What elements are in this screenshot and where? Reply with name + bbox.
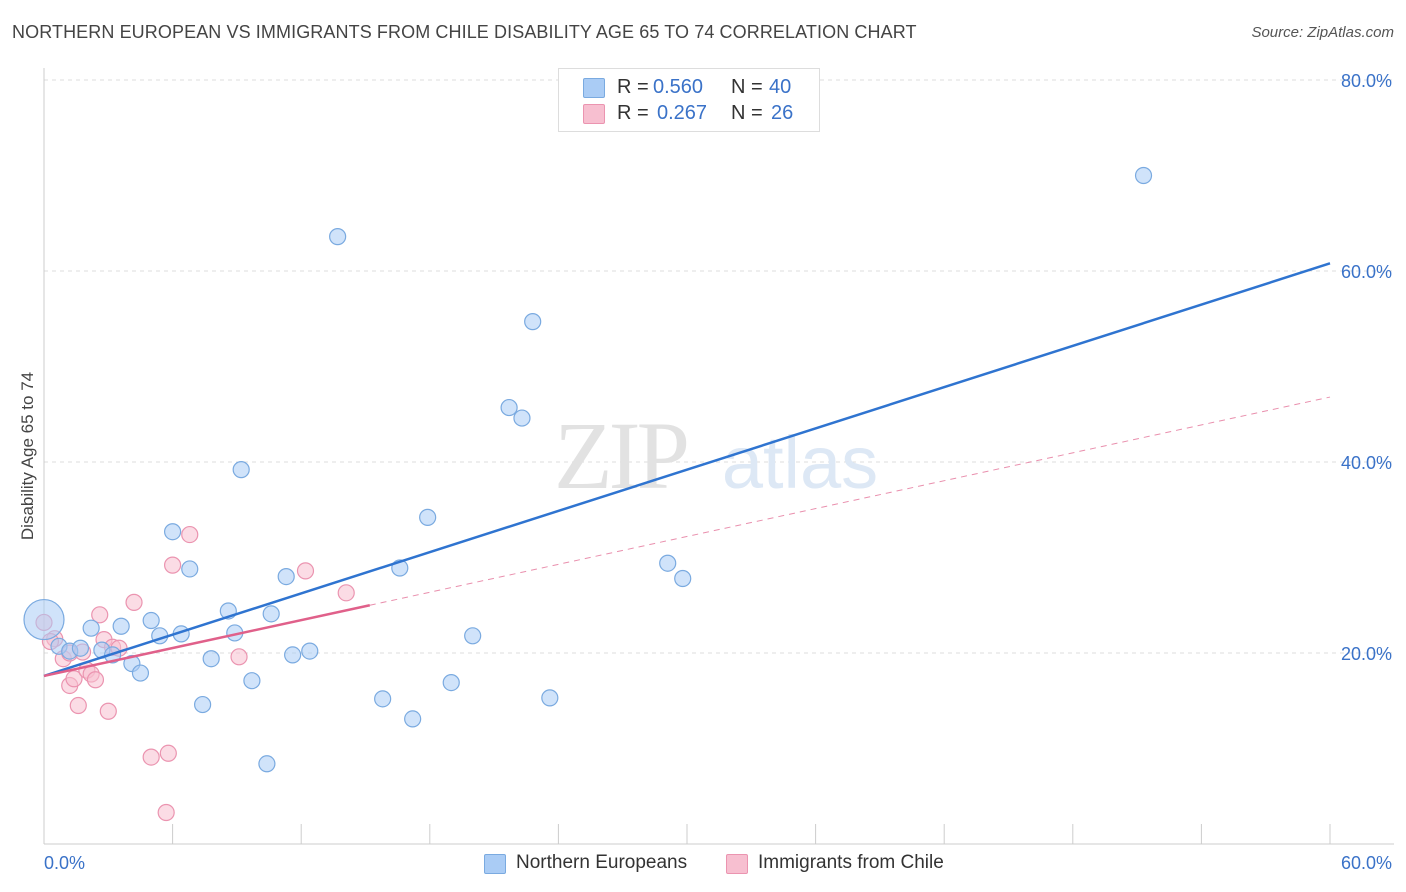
blue-point	[524, 313, 542, 331]
blue-point	[82, 619, 100, 637]
pink-point	[337, 584, 355, 602]
blue-point	[464, 627, 482, 645]
pink-point	[181, 525, 199, 544]
pink-point	[99, 702, 117, 720]
n-label: N =	[731, 76, 763, 98]
blue-trend-line	[43, 262, 1331, 678]
y-tick-label: 80.0%	[1341, 71, 1392, 91]
pink-point	[164, 556, 182, 574]
blue-series-points	[23, 166, 1153, 773]
blue-point	[262, 605, 280, 623]
pink-point	[159, 744, 177, 762]
pink-trend-extension	[369, 396, 1331, 606]
blue-point	[1134, 166, 1153, 185]
blue-point	[659, 554, 677, 572]
x-tick-label: 0.0%	[44, 853, 85, 873]
pink-point	[125, 593, 143, 611]
blue-point	[243, 672, 261, 690]
blue-point	[442, 674, 460, 692]
blue-point-large	[23, 598, 65, 641]
pink-point	[157, 803, 175, 822]
chart-title: NORTHERN EUROPEAN VS IMMIGRANTS FROM CHI…	[12, 22, 917, 42]
pink-point	[65, 670, 83, 688]
blue-point	[258, 755, 276, 773]
blue-point	[513, 409, 531, 427]
blue-swatch	[583, 78, 605, 98]
r-value: 0.267	[657, 102, 708, 124]
y-tick-label: 20.0%	[1341, 644, 1392, 664]
y-tick-label: 40.0%	[1341, 453, 1392, 473]
blue-swatch	[484, 854, 506, 874]
blue-point	[404, 710, 422, 728]
x-tick-label: 60.0%	[1341, 853, 1392, 873]
blue-point	[142, 611, 160, 630]
blue-point	[541, 689, 559, 707]
blue-point	[112, 617, 130, 635]
n-value: 40	[769, 76, 792, 98]
pink-point	[69, 696, 87, 715]
pink-trend-line	[43, 604, 371, 678]
blue-point	[277, 567, 295, 586]
n-value: 26	[771, 102, 794, 124]
blue-point	[329, 228, 347, 246]
blue-point	[374, 690, 392, 708]
pink-point	[91, 606, 109, 624]
y-tick-label: 60.0%	[1341, 262, 1392, 282]
blue-point	[301, 642, 319, 660]
tick-labels: 20.0% 40.0% 60.0% 80.0% 0.0% 60.0%	[44, 71, 1392, 873]
blue-point	[419, 508, 437, 526]
pink-point	[230, 648, 248, 666]
r-value: 0.560	[653, 76, 704, 98]
blue-point	[181, 560, 199, 578]
axes	[43, 68, 1394, 845]
watermark: ZIP atlas	[554, 402, 878, 509]
pink-point	[86, 671, 105, 689]
blue-point	[202, 650, 220, 668]
n-label: N =	[731, 102, 763, 124]
legend-label: Immigrants from Chile	[758, 852, 944, 873]
correlation-legend: R = 0.560 N = 40 R = 0.267 N = 26	[558, 68, 820, 132]
r-label: R =	[617, 102, 649, 124]
blue-point	[232, 461, 250, 479]
blue-point	[164, 523, 182, 541]
grid-lines	[44, 79, 1394, 654]
blue-point	[284, 646, 302, 664]
blue-point	[500, 398, 518, 417]
r-label: R =	[617, 76, 649, 98]
source-label: Source: ZipAtlas.com	[1251, 24, 1394, 41]
watermark-atlas: atlas	[722, 421, 878, 504]
blue-point	[194, 695, 212, 714]
blue-point	[71, 639, 90, 657]
pink-swatch	[583, 104, 605, 124]
blue-point	[131, 664, 150, 682]
blue-point	[674, 569, 692, 588]
pink-point	[142, 748, 160, 766]
trend-lines	[43, 262, 1331, 678]
watermark-zip: ZIP	[554, 402, 687, 509]
pink-point	[296, 562, 315, 580]
legend-label: Northern Europeans	[516, 852, 688, 873]
pink-swatch	[726, 854, 748, 874]
